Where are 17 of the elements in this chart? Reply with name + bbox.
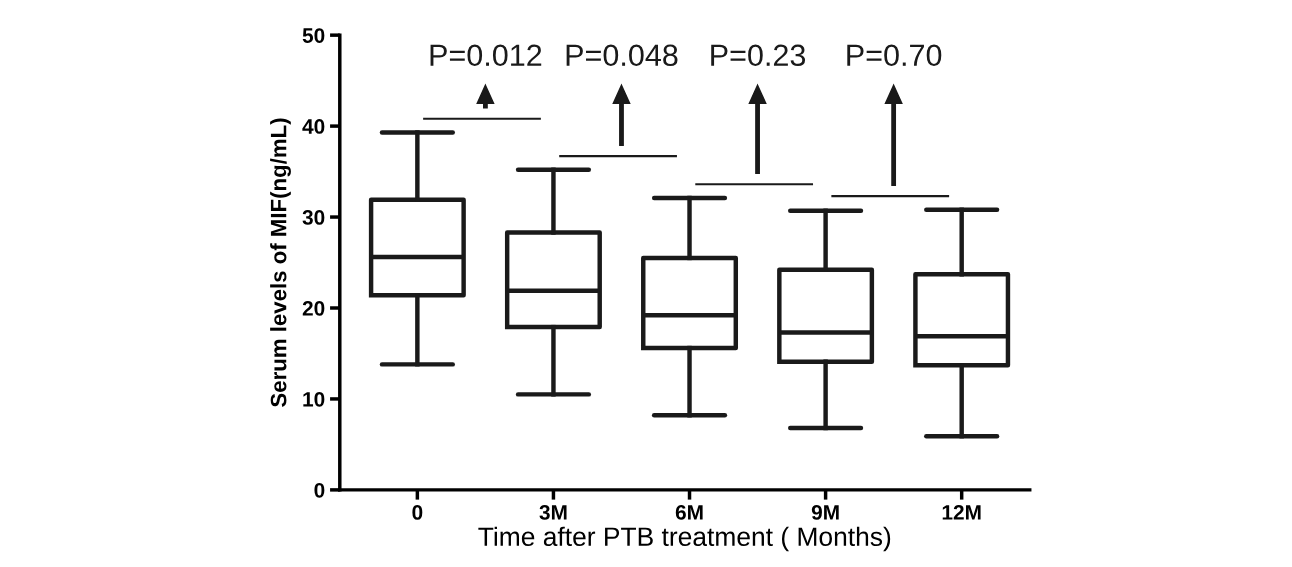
x-axis-title: Time after PTB treatment ( Months) bbox=[478, 526, 891, 552]
x-tick-label: 0 bbox=[412, 505, 423, 520]
annotation: P=0.23 bbox=[711, 44, 806, 67]
y-tick-label: 50 bbox=[302, 28, 325, 43]
y-tick-label: 40 bbox=[302, 119, 325, 134]
y-tick-label: 30 bbox=[302, 210, 325, 225]
y-tick-label: 0 bbox=[314, 482, 325, 498]
y-axis-title: Serum levels of MIF(ng/mL) bbox=[270, 118, 291, 407]
x-tick-label: 12M bbox=[942, 505, 981, 520]
annotation: P=0.048 bbox=[566, 44, 678, 67]
y-tick-label: 10 bbox=[303, 391, 325, 407]
annotation: P=0.012 bbox=[430, 44, 542, 67]
y-tick-label: 20 bbox=[302, 301, 325, 316]
x-tick-label: 6M bbox=[675, 505, 703, 520]
x-tick-label: 3M bbox=[539, 505, 567, 520]
x-tick-label: 9M bbox=[811, 505, 839, 520]
annotation: P=0.70 bbox=[847, 44, 942, 67]
